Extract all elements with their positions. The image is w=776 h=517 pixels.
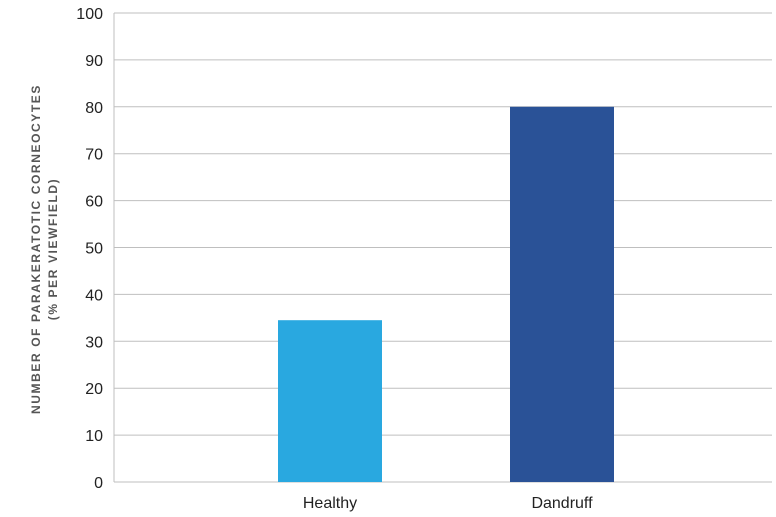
y-tick-label: 50	[85, 241, 103, 258]
y-tick-label: 100	[76, 6, 103, 23]
gridlines	[114, 12, 772, 483]
y-tick-label: 60	[85, 194, 103, 211]
bar-healthy	[278, 320, 382, 482]
y-axis-title: NUMBER OF PARAKERATOTIC CORNEOCYTES (% P…	[29, 84, 60, 414]
y-tick-label: 70	[85, 147, 103, 164]
y-tick-label: 10	[85, 428, 103, 445]
y-tick-label: 40	[85, 287, 103, 304]
y-tick-labels: 0 10 20 30 40 50 60 70 80 90 100	[76, 6, 103, 492]
y-tick-label: 30	[85, 334, 103, 351]
x-tick-label: Dandruff	[531, 495, 593, 512]
y-tick-label: 0	[94, 475, 103, 492]
bar-dandruff	[510, 106, 614, 483]
x-tick-labels: Healthy Dandruff	[303, 495, 593, 512]
y-axis-title-line-1: NUMBER OF PARAKERATOTIC CORNEOCYTES	[29, 84, 43, 414]
y-axis-title-line-2: (% PER VIEWFIELD)	[46, 178, 60, 321]
x-tick-label: Healthy	[303, 495, 357, 512]
bars	[278, 106, 614, 483]
y-tick-label: 90	[85, 53, 103, 70]
y-tick-label: 20	[85, 381, 103, 398]
y-tick-label: 80	[85, 100, 103, 117]
